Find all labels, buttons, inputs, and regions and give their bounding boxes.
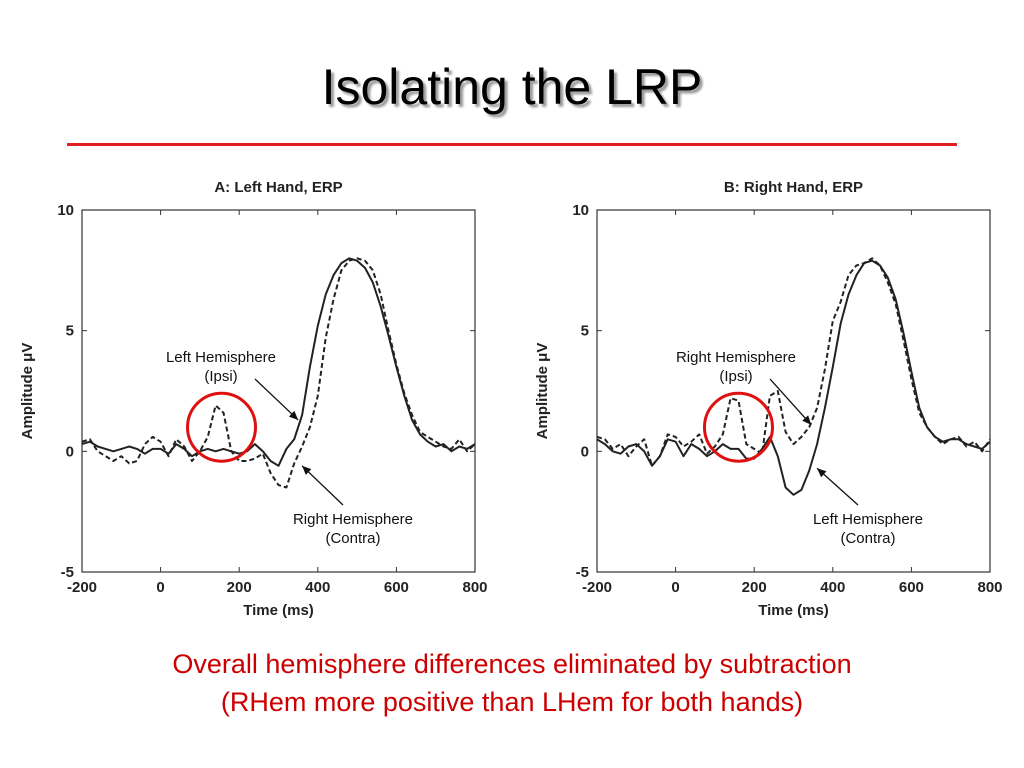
x-tick-label: 800	[462, 579, 487, 596]
plot-frame	[81, 209, 476, 573]
y-tick-label: 5	[66, 323, 74, 340]
y-tick-label: 0	[66, 443, 74, 460]
y-tick-label: 5	[581, 323, 589, 340]
y-tick-label: 10	[572, 202, 589, 219]
annotation-arrow	[769, 378, 812, 426]
annotation-arrowhead	[288, 410, 299, 420]
series-line-dashed	[596, 257, 991, 467]
annotation-label: Left Hemisphere	[166, 349, 276, 366]
plot-frame	[596, 209, 991, 573]
slide-title: Isolating the LRP	[321, 59, 703, 115]
chart-title: A: Left Hand, ERP	[214, 179, 342, 196]
x-tick-label: 600	[384, 579, 409, 596]
annotation-arrow	[301, 465, 344, 506]
annotation-sublabel: (Ipsi)	[204, 368, 237, 385]
x-tick-label: 400	[820, 579, 845, 596]
chart-panel-left-hand: A: Left Hand, ERP -200 0 200 400 600 800 -5 0 5 10…	[19, 179, 488, 619]
x-tick-label: -200	[67, 579, 97, 596]
annotation-arrowhead	[802, 415, 812, 425]
x-tick-label: -200	[582, 579, 612, 596]
x-tick-label: 0	[156, 579, 164, 596]
series-line-solid	[81, 257, 476, 467]
series-line-dashed	[81, 257, 476, 489]
annotation-sublabel: (Ipsi)	[719, 368, 752, 385]
title-divider	[67, 143, 957, 146]
annotation-sublabel: (Contra)	[325, 530, 380, 547]
x-tick-label: 400	[305, 579, 330, 596]
annotation-sublabel: (Contra)	[840, 530, 895, 547]
chart-panel-right-hand: B: Right Hand, ERP -200 0 200 400 600 800 -5 0 5 1…	[534, 179, 1003, 619]
caption-line-2: (RHem more positive than LHem for both h…	[220, 687, 804, 717]
y-tick-label: 0	[581, 443, 589, 460]
x-tick-label: 0	[671, 579, 679, 596]
annotation-label: Left Hemisphere	[813, 511, 923, 528]
annotation-label: Right Hemisphere	[293, 511, 413, 528]
chart-title: B: Right Hand, ERP	[724, 179, 863, 196]
annotation-arrowhead	[302, 465, 312, 475]
x-tick-label: 200	[742, 579, 767, 596]
y-tick-label: -5	[576, 564, 589, 581]
x-axis-label: Time (ms)	[243, 602, 314, 619]
highlight-circle	[186, 391, 258, 463]
x-tick-label: 800	[977, 579, 1002, 596]
annotation-arrowhead	[817, 468, 827, 478]
annotation-arrow	[254, 378, 299, 421]
y-axis-label: Amplitude μV	[19, 343, 36, 440]
y-tick-label: -5	[61, 564, 74, 581]
y-tick-label: 10	[57, 202, 74, 219]
x-axis-label: Time (ms)	[758, 602, 829, 619]
series-line-solid	[596, 259, 991, 496]
x-tick-label: 200	[227, 579, 252, 596]
annotation-arrow	[816, 467, 859, 506]
y-axis-label: Amplitude μV	[534, 343, 551, 440]
annotation-label: Right Hemisphere	[676, 349, 796, 366]
x-tick-label: 600	[899, 579, 924, 596]
caption-line-1: Overall hemisphere differences eliminate…	[172, 649, 852, 679]
highlight-circle	[702, 391, 774, 463]
